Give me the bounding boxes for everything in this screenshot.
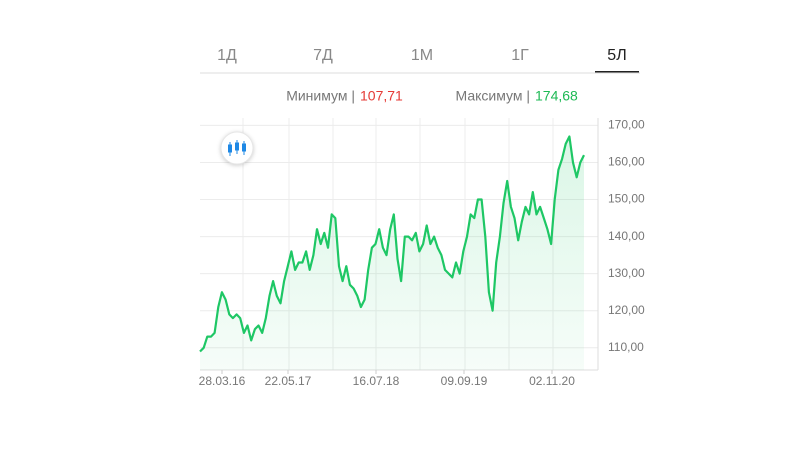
x-tick-label: 02.11.20 xyxy=(529,374,575,388)
x-tick-label: 09.09.19 xyxy=(441,374,488,388)
tab[interactable]: 1Д xyxy=(217,47,237,64)
candle-toggle[interactable] xyxy=(220,131,254,165)
y-tick-label: 140,00 xyxy=(608,229,645,243)
min-label: Минимум | xyxy=(286,88,355,104)
tab[interactable]: 7Д xyxy=(313,47,333,64)
y-tick-label: 130,00 xyxy=(608,266,645,280)
y-tick-label: 170,00 xyxy=(608,118,645,132)
y-tick-label: 120,00 xyxy=(608,303,645,317)
max-label: Максимум | xyxy=(456,88,530,104)
x-tick-label: 22.05.17 xyxy=(265,374,312,388)
tab-underline xyxy=(595,71,639,74)
max-value: 174,68 xyxy=(535,88,578,104)
price-line xyxy=(199,135,585,353)
tab[interactable]: 1М xyxy=(411,47,433,64)
min-value: 107,71 xyxy=(360,88,403,104)
y-tick-label: 150,00 xyxy=(608,192,645,206)
x-tick-label: 16.07.18 xyxy=(353,374,400,388)
y-tick-label: 160,00 xyxy=(608,155,645,169)
x-tick-label: 28.03.16 xyxy=(199,374,246,388)
tab[interactable]: 5Л xyxy=(607,47,626,64)
tab[interactable]: 1Г xyxy=(511,47,529,64)
area xyxy=(200,136,584,370)
y-tick-label: 110,00 xyxy=(608,340,644,354)
